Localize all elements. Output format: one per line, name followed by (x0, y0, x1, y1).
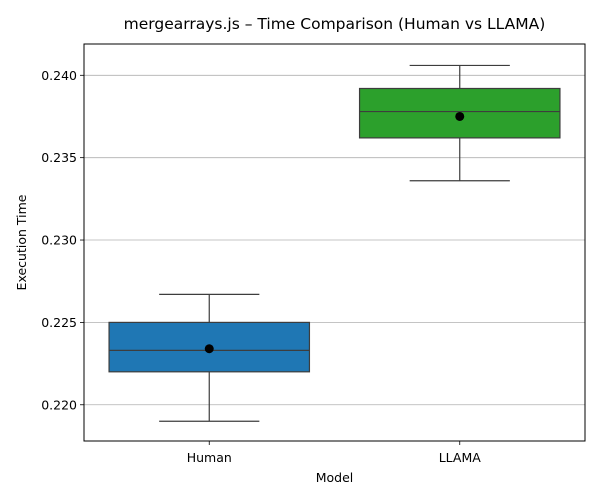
y-tick-label: 0.230 (41, 233, 77, 248)
plot-frame (83, 43, 586, 442)
x-tick-label: LLAMA (439, 450, 482, 465)
y-tick-label: 0.240 (41, 68, 77, 83)
y-tick-label: 0.225 (41, 315, 77, 330)
chart-title: mergearrays.js – Time Comparison (Human … (124, 15, 546, 33)
x-axis-label: Model (316, 470, 354, 485)
x-tick-label: Human (187, 450, 232, 465)
y-axis-label: Execution Time (14, 194, 29, 290)
box-group-llama (358, 64, 561, 182)
y-tick-label: 0.220 (41, 397, 77, 412)
mean-marker (204, 344, 214, 354)
ticks: 0.220 0.225 0.230 0.235 0.240 Human LLAMA (41, 68, 481, 465)
y-tick-label: 0.235 (41, 150, 77, 165)
boxes (108, 64, 561, 422)
mean-marker (455, 111, 465, 121)
box-group-human (108, 293, 311, 422)
